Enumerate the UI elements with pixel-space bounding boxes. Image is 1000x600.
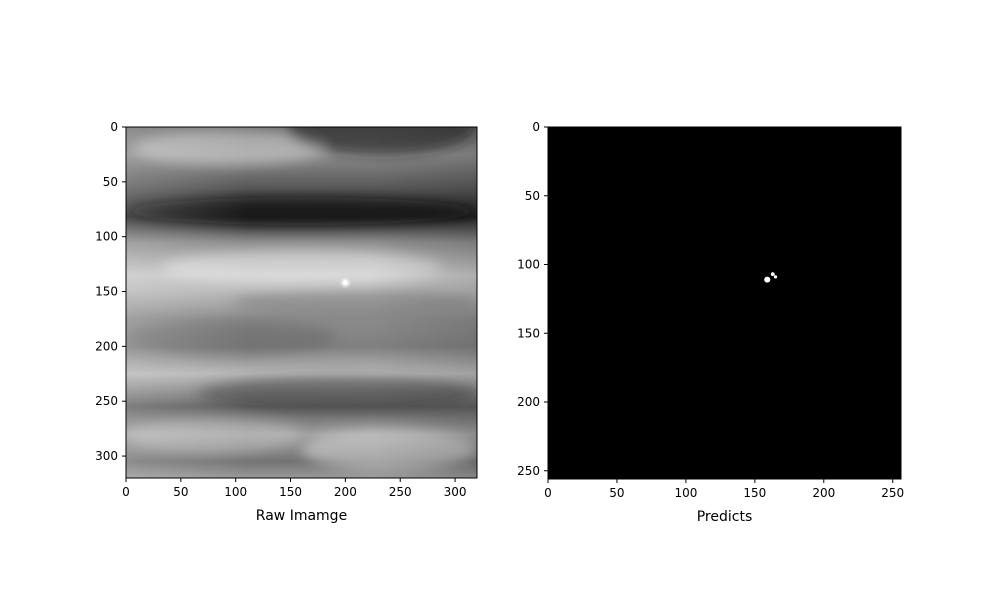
prediction-blob xyxy=(764,276,771,283)
predicts-panel: 0 50 100 150 200 250 0 50 100 150 200 250 Predicts xyxy=(517,120,904,525)
x-tick-label: 100 xyxy=(674,486,697,500)
y-tick-label: 50 xyxy=(525,189,540,203)
x-tick-label: 250 xyxy=(389,485,412,499)
prediction-blob xyxy=(773,275,778,279)
x-tick-label: 200 xyxy=(334,485,357,499)
predicts-background xyxy=(548,127,901,479)
predicts-image xyxy=(548,127,901,479)
predicts-x-axis-label: Predicts xyxy=(697,509,753,525)
bright-spot xyxy=(342,280,348,286)
y-tick-label: 100 xyxy=(95,230,118,244)
y-tick-label: 0 xyxy=(110,120,118,134)
y-tick-label: 150 xyxy=(95,285,118,299)
x-tick-label: 0 xyxy=(544,486,552,500)
x-tick-label: 50 xyxy=(609,486,624,500)
y-tick-label: 50 xyxy=(103,175,118,189)
x-tick-label: 300 xyxy=(444,485,467,499)
y-tick-label: 150 xyxy=(517,326,540,340)
raw-image xyxy=(126,127,477,478)
raw-image-frame xyxy=(125,126,478,479)
y-tick-label: 200 xyxy=(95,339,118,353)
raw-image-panel: 0 50 100 150 200 250 300 0 50 100 150 200 250 300 Ra… xyxy=(95,120,478,524)
y-tick-label: 300 xyxy=(95,449,118,463)
predicts-image-frame xyxy=(547,126,902,480)
x-tick-label: 50 xyxy=(173,485,188,499)
x-tick-label: 200 xyxy=(812,486,835,500)
x-tick-label: 0 xyxy=(122,485,130,499)
prediction-blob xyxy=(770,272,775,277)
y-tick-label: 250 xyxy=(95,394,118,408)
y-tick-label: 200 xyxy=(517,395,540,409)
raw-x-axis-label: Raw Imamge xyxy=(256,508,347,524)
x-tick-label: 250 xyxy=(881,486,904,500)
y-tick-label: 250 xyxy=(517,464,540,478)
raw-y-axis: 0 50 100 150 200 250 300 xyxy=(95,120,126,463)
y-tick-label: 0 xyxy=(532,120,540,134)
predicts-x-axis: 0 50 100 150 200 250 xyxy=(544,479,904,500)
x-tick-label: 100 xyxy=(224,485,247,499)
raw-image-shading xyxy=(126,127,477,478)
x-tick-label: 150 xyxy=(743,486,766,500)
y-tick-label: 100 xyxy=(517,258,540,272)
x-tick-label: 150 xyxy=(279,485,302,499)
predicts-y-axis: 0 50 100 150 200 250 xyxy=(517,120,548,478)
raw-x-axis: 0 50 100 150 200 250 300 xyxy=(122,478,467,499)
